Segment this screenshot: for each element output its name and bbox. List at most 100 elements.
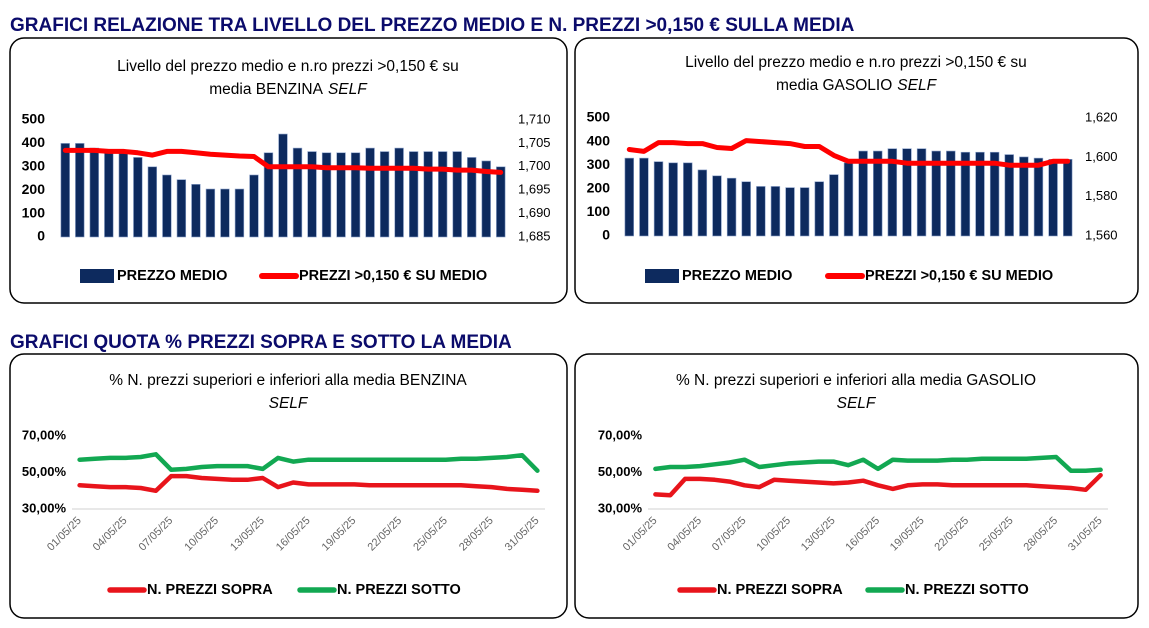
y-tick-label: 500	[22, 111, 46, 127]
bar	[873, 150, 883, 237]
bar	[975, 151, 985, 237]
line-series	[77, 473, 540, 494]
y-tick-label: 0	[37, 228, 45, 244]
y2-tick-label: 1,710	[518, 111, 551, 126]
bar	[624, 157, 634, 237]
bar	[756, 186, 766, 237]
bar	[496, 166, 506, 238]
bar	[205, 188, 216, 238]
bar	[321, 152, 332, 238]
chart-title: media GASOLIO SELF	[776, 77, 938, 94]
line-series	[653, 472, 1103, 498]
y-tick-label: 70,00%	[22, 427, 67, 442]
bar	[249, 174, 259, 238]
chart-title: Livello del prezzo medio e n.ro prezzi >…	[685, 54, 1027, 71]
bar	[162, 174, 172, 238]
chart-title-text: Livello del prezzo medio e n.ro prezzi >…	[117, 58, 459, 75]
legend-label: N. PREZZI SOPRA	[147, 582, 273, 598]
line-series	[77, 452, 540, 473]
bar	[639, 157, 649, 237]
bar	[887, 148, 898, 237]
bar	[989, 151, 1000, 237]
bar	[712, 175, 722, 237]
bar	[234, 188, 245, 238]
legend-label: PREZZO MEDIO	[682, 268, 792, 284]
chart-title-text: % N. prezzi superiori e inferiori alla m…	[676, 372, 1036, 389]
y2-tick-label: 1,705	[518, 135, 551, 150]
y-tick-label: 100	[22, 204, 46, 220]
bar	[118, 152, 128, 238]
bar	[946, 150, 956, 237]
chart-title: % N. prezzi superiori e inferiori alla m…	[676, 372, 1036, 389]
y-tick-label: 30,00%	[22, 500, 67, 515]
y2-tick-label: 1,695	[518, 182, 551, 197]
bar	[741, 181, 751, 237]
bar	[452, 151, 462, 238]
chart-panel	[574, 37, 1139, 304]
chart-title-italic: SELF	[837, 395, 877, 412]
line-series	[626, 138, 1071, 168]
bar	[683, 162, 693, 237]
chart-title-italic: SELF	[328, 81, 368, 98]
section-heading: GRAFICI RELAZIONE TRA LIVELLO DEL PREZZO…	[10, 15, 855, 36]
y-tick-label: 400	[22, 134, 46, 150]
bar	[843, 162, 854, 237]
bar	[960, 151, 971, 237]
y2-tick-label: 1,560	[1085, 227, 1118, 242]
y-tick-label: 50,00%	[22, 464, 67, 479]
y-tick-label: 100	[587, 203, 611, 219]
bar	[829, 174, 839, 237]
section-heading: GRAFICI QUOTA % PREZZI SOPRA E SOTTO LA …	[10, 332, 512, 353]
y2-tick-label: 1,580	[1085, 188, 1118, 203]
bar	[1063, 159, 1073, 237]
bar	[1019, 156, 1029, 237]
bar	[307, 151, 317, 238]
bar	[350, 152, 361, 238]
bar	[336, 152, 346, 238]
legend-label: N. PREZZI SOTTO	[905, 582, 1029, 598]
y2-tick-label: 1,700	[518, 158, 551, 173]
bar	[785, 187, 795, 237]
bar	[858, 150, 868, 237]
y-tick-label: 200	[587, 180, 611, 196]
y-tick-label: 70,00%	[598, 427, 643, 442]
legend-label: PREZZI >0,150 € SU MEDIO	[865, 268, 1053, 284]
bar	[89, 147, 99, 238]
y-tick-label: 400	[587, 132, 611, 148]
chart-title: Livello del prezzo medio e n.ro prezzi >…	[117, 58, 459, 75]
chart-title-italic: SELF	[269, 395, 309, 412]
chart-title: media BENZINA SELF	[209, 81, 368, 98]
bar	[902, 148, 912, 237]
bar	[653, 161, 664, 237]
y-tick-label: 0	[602, 227, 610, 243]
bar	[365, 147, 375, 238]
bar	[697, 169, 708, 237]
bar	[423, 151, 433, 238]
y-tick-label: 30,00%	[598, 500, 643, 515]
y2-tick-label: 1,685	[518, 228, 551, 243]
line-series	[62, 147, 504, 175]
bar	[1004, 154, 1014, 237]
bar	[220, 188, 230, 238]
bar	[799, 187, 810, 237]
y2-tick-label: 1,620	[1085, 109, 1118, 124]
chart-title-text: media GASOLIO	[776, 77, 892, 94]
line-series	[653, 454, 1103, 473]
bar	[814, 181, 824, 237]
chart-title: % N. prezzi superiori e inferiori alla m…	[109, 372, 467, 389]
bar	[770, 186, 781, 237]
bar	[481, 160, 491, 238]
bar	[1033, 157, 1044, 237]
y2-tick-label: 1,690	[518, 205, 551, 220]
bar	[1048, 159, 1058, 237]
bar	[438, 151, 448, 238]
bar	[147, 166, 158, 238]
legend-swatch	[80, 269, 114, 283]
bar	[379, 151, 390, 238]
y-tick-label: 300	[22, 158, 46, 174]
chart-title-italic: SELF	[897, 77, 937, 94]
bar	[916, 148, 927, 237]
bar	[394, 147, 404, 238]
legend-label: PREZZI >0,150 € SU MEDIO	[299, 268, 487, 284]
